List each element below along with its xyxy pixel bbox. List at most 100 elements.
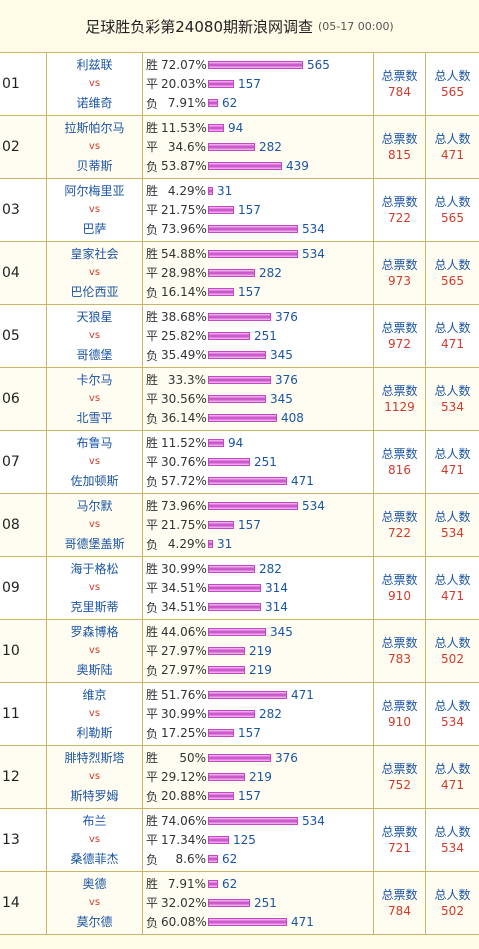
vote-percent: 11.53%: [161, 120, 207, 135]
vote-outcome-label: 负: [146, 537, 159, 552]
home-team-link[interactable]: 布鲁马: [76, 435, 113, 450]
vote-count: 376: [275, 372, 298, 387]
vote-outcome-label: 负: [146, 348, 159, 363]
total-people-cell: 总人数 565: [426, 53, 479, 115]
total-people-label: 总人数: [434, 258, 471, 272]
home-team-link[interactable]: 维京: [82, 687, 107, 702]
away-team-link[interactable]: 诺维奇: [76, 96, 113, 111]
total-votes-value: 910: [388, 589, 411, 603]
match-number: 09: [0, 557, 47, 619]
vote-outcome-label: 平: [146, 455, 159, 470]
home-team-link[interactable]: 罗森博格: [70, 624, 119, 639]
vs-label: vs: [88, 392, 101, 404]
total-votes-value: 784: [388, 85, 411, 99]
total-people-cell: 总人数 471: [426, 746, 479, 808]
total-votes-cell: 总票数 784: [374, 53, 426, 115]
total-people-label: 总人数: [434, 825, 471, 839]
vote-line: 胜 11.52% 94: [146, 434, 373, 452]
vs-label: vs: [88, 518, 101, 530]
match-row: 12 腓特烈斯塔 vs 斯特罗姆 胜 50% 376 平 29.12% 219 负 20.88% 157…: [0, 746, 479, 809]
total-votes-cell: 总票数 973: [374, 242, 426, 304]
vote-percent: 28.98%: [161, 265, 207, 280]
total-votes-cell: 总票数 910: [374, 683, 426, 745]
vote-percent: 25.82%: [161, 328, 207, 343]
match-number: 11: [0, 683, 47, 745]
home-team-link[interactable]: 利兹联: [76, 57, 113, 72]
vote-count: 94: [228, 120, 244, 135]
match-row: 10 罗森博格 vs 奥斯陆 胜 44.06% 345 平 27.97% 219 负 27.97% 21…: [0, 620, 479, 683]
away-team-link[interactable]: 巴伦西亚: [70, 285, 119, 300]
vote-outcome-label: 胜: [146, 373, 159, 388]
home-team-link[interactable]: 拉斯帕尔马: [64, 120, 125, 135]
away-team-link[interactable]: 哥德堡盖斯: [64, 537, 125, 552]
vote-outcome-label: 平: [146, 770, 159, 785]
vote-line: 胜 54.88% 534: [146, 245, 373, 263]
vote-bar: [208, 666, 245, 675]
vote-bar: [208, 249, 298, 258]
home-team-link[interactable]: 腓特烈斯塔: [64, 750, 125, 765]
home-team-link[interactable]: 卡尔马: [76, 372, 113, 387]
votes-cell: 胜 7.91% 62 平 32.02% 251 负 60.08% 471: [143, 872, 374, 934]
vote-percent: 4.29%: [167, 537, 206, 552]
home-team-link[interactable]: 马尔默: [76, 498, 113, 513]
vote-outcome-label: 平: [146, 77, 159, 92]
vote-line: 负 17.25% 157: [146, 724, 373, 742]
total-people-value: 471: [441, 148, 464, 162]
vote-bar: [208, 438, 224, 447]
vote-count: 345: [270, 624, 293, 639]
away-team-link[interactable]: 桑德菲杰: [70, 852, 119, 867]
vote-outcome-label: 负: [146, 663, 159, 678]
vote-outcome-label: 平: [146, 329, 159, 344]
vote-bar: [208, 835, 229, 844]
vote-percent: 30.76%: [161, 454, 207, 469]
home-team-link[interactable]: 皇家社会: [70, 246, 119, 261]
vote-line: 平 30.99% 282: [146, 705, 373, 723]
vote-outcome-label: 胜: [146, 625, 159, 640]
total-people-value: 471: [441, 337, 464, 351]
away-team-link[interactable]: 莫尔德: [76, 915, 113, 930]
home-team-link[interactable]: 海于格松: [70, 561, 119, 576]
vote-bar: [208, 79, 234, 88]
match-number: 07: [0, 431, 47, 493]
teams-cell: 皇家社会 vs 巴伦西亚: [47, 242, 143, 304]
away-team-link[interactable]: 佐加顿斯: [70, 474, 119, 489]
match-row: 11 维京 vs 利勒斯 胜 51.76% 471 平 30.99% 282 负 17.25% 157 总…: [0, 683, 479, 746]
vote-bar: [208, 729, 234, 738]
total-votes-label: 总票数: [381, 699, 418, 713]
vote-line: 胜 7.91% 62: [146, 875, 373, 893]
total-people-cell: 总人数 534: [426, 683, 479, 745]
home-team-link[interactable]: 奥德: [82, 876, 107, 891]
vote-line: 平 27.97% 219: [146, 642, 373, 660]
total-votes-cell: 总票数 783: [374, 620, 426, 682]
home-team-link[interactable]: 阿尔梅里亚: [64, 183, 125, 198]
away-team-link[interactable]: 哥德堡: [76, 348, 113, 363]
away-team-link[interactable]: 巴萨: [82, 222, 107, 237]
total-people-cell: 总人数 502: [426, 872, 479, 934]
away-team-link[interactable]: 斯特罗姆: [70, 789, 119, 804]
vote-line: 平 34.51% 314: [146, 579, 373, 597]
vote-outcome-label: 负: [146, 285, 159, 300]
votes-cell: 胜 50% 376 平 29.12% 219 负 20.88% 157: [143, 746, 374, 808]
vote-percent: 34.51%: [161, 600, 207, 615]
match-number: 04: [0, 242, 47, 304]
vote-outcome-label: 平: [146, 896, 159, 911]
vote-bar: [208, 501, 298, 510]
vote-count: 282: [259, 139, 282, 154]
home-team-link[interactable]: 天狼星: [76, 309, 113, 324]
vote-percent: 17.34%: [161, 832, 207, 847]
away-team-link[interactable]: 北雪平: [76, 411, 113, 426]
home-team-link[interactable]: 布兰: [82, 813, 107, 828]
vote-bar: [208, 225, 298, 234]
vote-line: 负 27.97% 219: [146, 661, 373, 679]
vote-line: 负 35.49% 345: [146, 346, 373, 364]
away-team-link[interactable]: 利勒斯: [76, 726, 113, 741]
total-votes-cell: 总票数 752: [374, 746, 426, 808]
away-team-link[interactable]: 克里斯蒂: [70, 600, 119, 615]
vote-bar: [208, 268, 255, 277]
vote-percent: 7.91%: [167, 96, 206, 111]
away-team-link[interactable]: 贝蒂斯: [76, 159, 113, 174]
vote-line: 胜 33.3% 376: [146, 371, 373, 389]
total-votes-label: 总票数: [381, 132, 418, 146]
away-team-link[interactable]: 奥斯陆: [76, 663, 113, 678]
